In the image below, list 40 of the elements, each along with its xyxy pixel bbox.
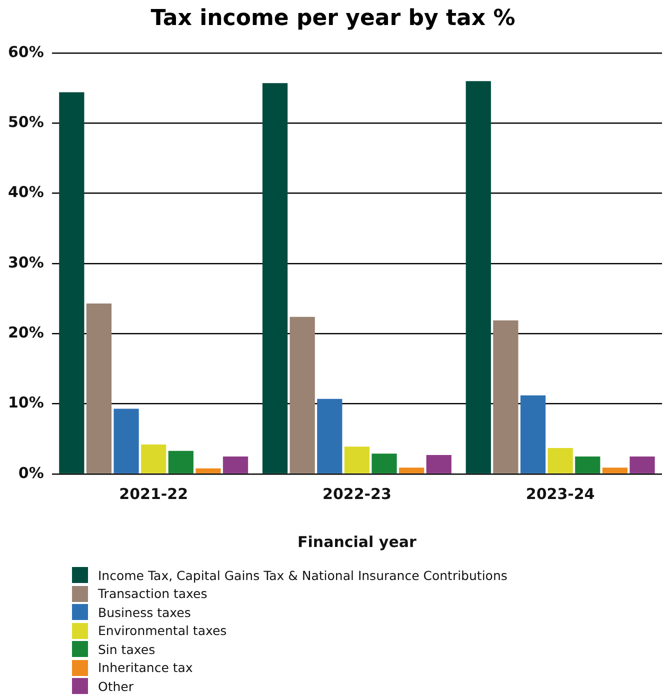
legend-label: Environmental taxes xyxy=(98,623,227,638)
x-axis-title: Financial year xyxy=(298,532,417,551)
bar xyxy=(59,92,84,474)
bar xyxy=(317,398,342,474)
y-tick-label: 10% xyxy=(8,394,44,412)
bar xyxy=(196,468,221,474)
bar xyxy=(520,395,546,474)
legend-label: Other xyxy=(98,678,134,694)
bar xyxy=(548,448,573,474)
bar xyxy=(262,83,288,474)
bar xyxy=(575,456,600,474)
bar xyxy=(222,456,248,474)
y-tick-label: 20% xyxy=(8,324,44,342)
y-tick-label: 50% xyxy=(8,113,44,132)
legend-label: Transaction taxes xyxy=(98,586,208,602)
bar xyxy=(372,454,397,474)
bar xyxy=(630,456,655,474)
y-tick-label: 0% xyxy=(18,464,44,482)
y-tick-label: 60% xyxy=(8,42,44,61)
bar xyxy=(168,450,194,474)
bar xyxy=(399,468,424,474)
x-tick-label: 2023-24 xyxy=(526,484,595,503)
legend-label: Business taxes xyxy=(98,604,191,620)
legend-label: Income Tax, Capital Gains Tax & National Insurance Contributions xyxy=(98,568,508,583)
bar xyxy=(86,303,112,474)
bar xyxy=(602,468,628,474)
chart-title: Tax income per year by tax % xyxy=(150,6,516,33)
legend-label: Inheritance tax xyxy=(98,660,193,676)
bar xyxy=(290,316,315,474)
legend-label: Sin taxes xyxy=(98,642,156,657)
bar xyxy=(141,444,166,474)
x-tick-label: 2022-23 xyxy=(322,484,392,503)
bar xyxy=(344,446,370,474)
bar xyxy=(466,81,491,474)
x-tick-label: 2021-22 xyxy=(119,484,188,503)
y-tick-label: 30% xyxy=(8,253,44,272)
y-tick-label: 40% xyxy=(8,183,44,202)
bar xyxy=(114,408,139,474)
bar xyxy=(493,320,518,474)
bar xyxy=(426,455,452,474)
